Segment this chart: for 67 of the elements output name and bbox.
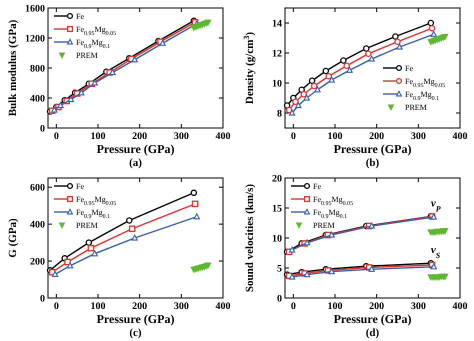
x-tick-label: 200 [369,131,384,142]
y-tick-label: 1200 [25,34,45,44]
y-tick-label: 400 [30,94,45,104]
text: (c) [129,327,142,339]
x-tick-label: 300 [410,131,426,142]
legend-label: Fe$_{0.95}$Mg$_{0.05}$ [76,195,116,207]
legend-label: Fe$_{0.95}$Mg$_{0.05}$ [405,77,446,89]
legend-label: PREM [313,221,335,230]
y-tick-label: 0 [40,124,45,134]
legend-label: Fe$_{0.9}$Mg$_{0.1}$ [405,90,440,102]
x-tick-label: 400 [452,301,468,312]
x-axis-title: Pressure (GPa) [96,142,174,156]
y-tick-label: 600 [30,182,45,194]
legend-label: Fe$_{0.95}$Mg$_{0.05}$ [313,195,354,207]
text: (a) [129,157,142,169]
y-tick-label: 800 [30,64,45,74]
y-tick-label: 0 [277,294,282,304]
annotation: v$_{S}$ [430,244,441,260]
x-tick-label: 0 [290,301,296,312]
x-axis-title: Pressure (GPa) [334,142,412,156]
y-tick-label: 10 [272,234,282,244]
x-tick-label: 200 [132,301,148,312]
y-axis-title: Sound velocities (km/s) [244,184,256,292]
legend-label: PREM [76,221,98,230]
text: (d) [366,327,380,339]
legend-label: Fe$_{0.9}$Mg$_{0.1}$ [76,208,110,220]
y-tick-label: 1600 [25,4,45,14]
y-tick-label: 20 [272,174,282,184]
y-axis-title: G (GPa) [7,218,19,258]
y-tick-label: 15 [272,204,282,214]
x-tick-label: 100 [90,131,106,142]
x-axis-title: Pressure (GPa) [96,312,174,326]
legend-label: Fe$_{0.9}$Mg$_{0.1}$ [76,38,110,50]
x-tick-label: 300 [174,301,189,312]
y-tick-label: 14 [272,18,282,30]
x-tick-label: 200 [132,131,148,142]
legend-label: Fe$_{0.9}$Mg$_{0.1}$ [313,208,348,220]
legend-label: PREM [405,103,427,112]
y-tick-label: 12 [272,48,282,60]
legend-label: Fe [76,12,84,21]
x-tick-label: 0 [290,131,296,142]
x-tick-label: 300 [410,301,426,312]
legend-label: Fe [313,182,322,191]
legend-label: PREM [76,51,98,60]
y-tick-label: 400 [30,220,45,231]
x-tick-label: 200 [369,301,384,312]
x-tick-label: 400 [452,131,468,142]
x-axis-title: Pressure (GPa) [334,312,412,326]
y-tick-label: 8 [277,108,282,120]
x-tick-label: 400 [216,131,230,142]
x-tick-label: 100 [328,131,342,142]
legend-label: Fe [405,64,414,73]
x-tick-label: 400 [216,301,230,312]
legend-label: Fe [76,182,84,191]
x-tick-label: 300 [174,131,189,142]
annotation: v$_{P}$ [430,197,441,213]
x-tick-label: 0 [54,131,59,142]
y-tick-label: 10 [272,78,282,90]
x-tick-label: 100 [90,301,106,312]
y-tick-label: 5 [277,264,282,274]
text: (b) [366,157,380,169]
y-tick-label: 0 [40,294,45,304]
x-tick-label: 100 [328,301,342,312]
y-tick-label: 200 [30,256,45,268]
y-axis-title: Bulk modulus (GPa) [7,19,19,116]
legend-label: Fe$_{0.95}$Mg$_{0.05}$ [76,25,116,37]
x-tick-label: 0 [54,301,59,312]
